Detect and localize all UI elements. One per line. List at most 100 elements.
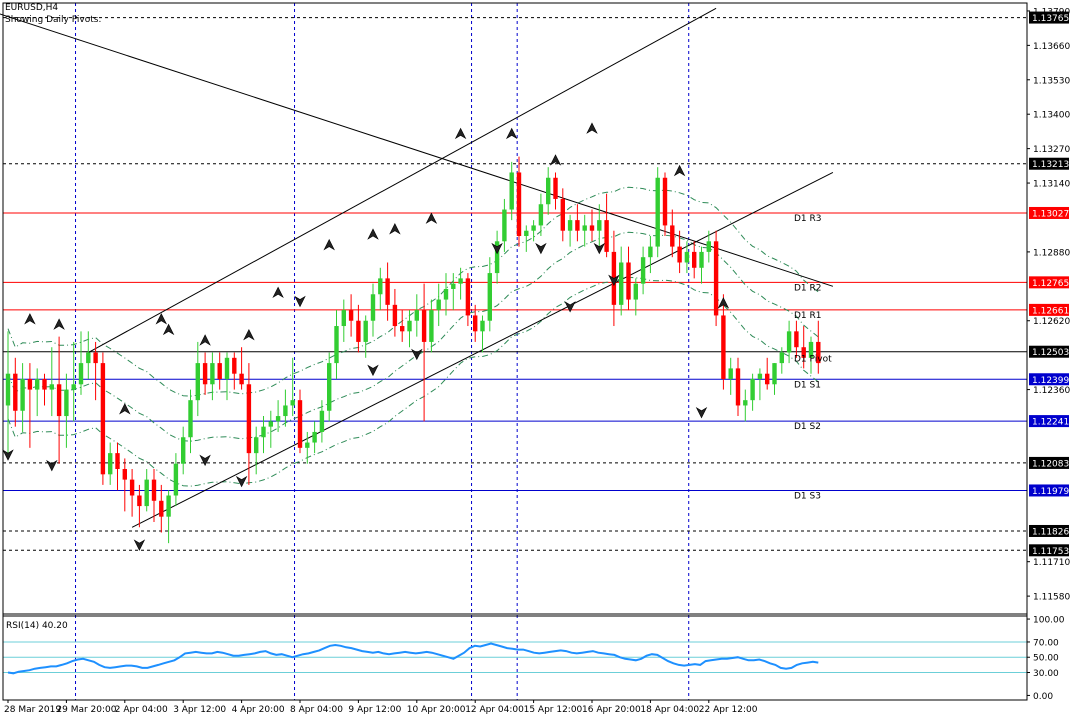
fractal-up-icon bbox=[454, 127, 467, 140]
candle-body bbox=[400, 326, 405, 332]
candle-body bbox=[604, 220, 609, 252]
time-tick-label: 12 Apr 04:00 bbox=[465, 705, 524, 715]
candle-body bbox=[743, 400, 748, 406]
pivot-label-d1-s3: D1 S3 bbox=[794, 491, 821, 501]
candle-59 bbox=[436, 283, 441, 327]
candle-94 bbox=[692, 241, 697, 279]
candle-body bbox=[122, 469, 127, 480]
price-axis-layer: 1.137901.137651.136601.135301.134001.132… bbox=[1026, 3, 1070, 702]
candle-48 bbox=[356, 304, 361, 353]
candle-body bbox=[414, 310, 419, 321]
candle-35 bbox=[261, 416, 266, 454]
time-tick-label: 16 Apr 20:00 bbox=[582, 705, 641, 715]
candle-body bbox=[421, 310, 427, 342]
candle-body bbox=[786, 331, 792, 353]
time-tick-label: 9 Apr 12:00 bbox=[348, 705, 401, 715]
candle-body bbox=[108, 453, 113, 475]
candle-body bbox=[312, 431, 317, 443]
price-tag-text: 1.13213 bbox=[1032, 160, 1069, 170]
candle-body bbox=[188, 400, 193, 438]
frame-layer bbox=[2, 2, 1028, 701]
price-tick-1-13400: 1.13400 bbox=[1027, 111, 1070, 121]
candle-47 bbox=[348, 294, 354, 337]
candle-body bbox=[794, 331, 799, 348]
candle-96 bbox=[706, 230, 711, 263]
time-tick-4: 4 Apr 20:00 bbox=[232, 700, 285, 715]
price-tag-text: 1.12765 bbox=[1032, 279, 1069, 289]
candle-4 bbox=[35, 368, 40, 417]
time-tick-label: 29 Mar 20:00 bbox=[56, 705, 116, 715]
fractal-up-icon bbox=[162, 323, 175, 336]
candle-body bbox=[78, 363, 84, 385]
time-tick-11: 18 Apr 04:00 bbox=[640, 700, 699, 715]
rsi-tick-label: 70.00 bbox=[1033, 638, 1059, 648]
fractal-up-icon bbox=[243, 328, 255, 341]
candle-78 bbox=[575, 204, 580, 242]
candle-40 bbox=[297, 389, 303, 454]
price-tag-box bbox=[1029, 544, 1069, 557]
candle-82 bbox=[604, 193, 609, 258]
candle-65 bbox=[480, 315, 485, 353]
fractal-up-icon bbox=[549, 154, 562, 166]
candle-body bbox=[538, 204, 544, 226]
candle-88 bbox=[648, 236, 653, 274]
price-tick-1-11753: 1.11753 bbox=[1029, 544, 1069, 557]
candle-74 bbox=[546, 167, 551, 215]
candle-body bbox=[202, 363, 208, 385]
candle-body bbox=[473, 315, 478, 332]
rsi-tick-50: 50.00 bbox=[1027, 654, 1059, 664]
rsi-tick-0: 0.00 bbox=[1027, 692, 1053, 702]
price-tick-1-12880: 1.12880 bbox=[1027, 248, 1070, 258]
candle-body bbox=[443, 288, 449, 300]
candle-86 bbox=[633, 278, 638, 316]
candle-110 bbox=[808, 336, 814, 374]
time-tick-1: 29 Mar 20:00 bbox=[56, 700, 117, 715]
fractal-layer bbox=[2, 122, 730, 551]
fractal-up-icon bbox=[717, 297, 730, 309]
price-tag-box bbox=[1029, 303, 1069, 316]
candle-body bbox=[20, 378, 25, 411]
candle-28 bbox=[210, 352, 215, 401]
candle-13 bbox=[100, 352, 106, 485]
candle-18 bbox=[137, 484, 142, 528]
price-tag-box bbox=[1029, 524, 1069, 537]
price-tag-box bbox=[1029, 373, 1069, 386]
fractal-down-icon bbox=[564, 301, 576, 313]
fractal-up-icon bbox=[505, 127, 518, 140]
rsi-tick-100: 100.00 bbox=[1027, 616, 1065, 626]
time-tick-10: 16 Apr 20:00 bbox=[582, 700, 641, 715]
candle-87 bbox=[640, 246, 646, 295]
candle-body bbox=[692, 251, 697, 268]
fractal-up-icon bbox=[389, 223, 401, 235]
price-tick-1-12503: 1.12503 bbox=[1029, 345, 1069, 358]
time-tick-label: 15 Apr 12:00 bbox=[524, 705, 583, 715]
candle-body bbox=[589, 225, 595, 231]
candle-body bbox=[268, 421, 273, 427]
price-tag-box bbox=[1029, 11, 1069, 24]
candle-42 bbox=[312, 421, 317, 454]
candle-body bbox=[275, 416, 281, 422]
price-tag-text: 1.12399 bbox=[1032, 376, 1069, 386]
candle-body bbox=[327, 363, 332, 411]
candle-body bbox=[494, 241, 500, 274]
candle-12 bbox=[93, 341, 98, 401]
candle-72 bbox=[531, 220, 536, 242]
fractal-down-icon bbox=[593, 242, 606, 255]
candle-body bbox=[575, 220, 580, 231]
candle-97 bbox=[713, 230, 719, 327]
candle-111 bbox=[816, 320, 821, 374]
candle-body bbox=[808, 341, 814, 358]
chart-frame bbox=[2, 2, 1028, 701]
fractal-up-icon bbox=[24, 313, 36, 325]
fractal-down-icon bbox=[133, 539, 146, 551]
fractal-up-icon bbox=[199, 334, 211, 346]
rsi-title: RSI(14) 40.20 bbox=[6, 621, 68, 631]
price-tick-label: 1.13400 bbox=[1033, 111, 1070, 121]
price-tick-1-11710: 1.11710 bbox=[1027, 558, 1070, 568]
trendline-layer bbox=[0, 7, 834, 528]
fractal-down-icon bbox=[367, 364, 379, 377]
candle-98 bbox=[721, 294, 726, 390]
candle-92 bbox=[677, 230, 682, 274]
candle-body bbox=[195, 363, 200, 401]
time-tick-label: 2 Apr 04:00 bbox=[115, 705, 168, 715]
